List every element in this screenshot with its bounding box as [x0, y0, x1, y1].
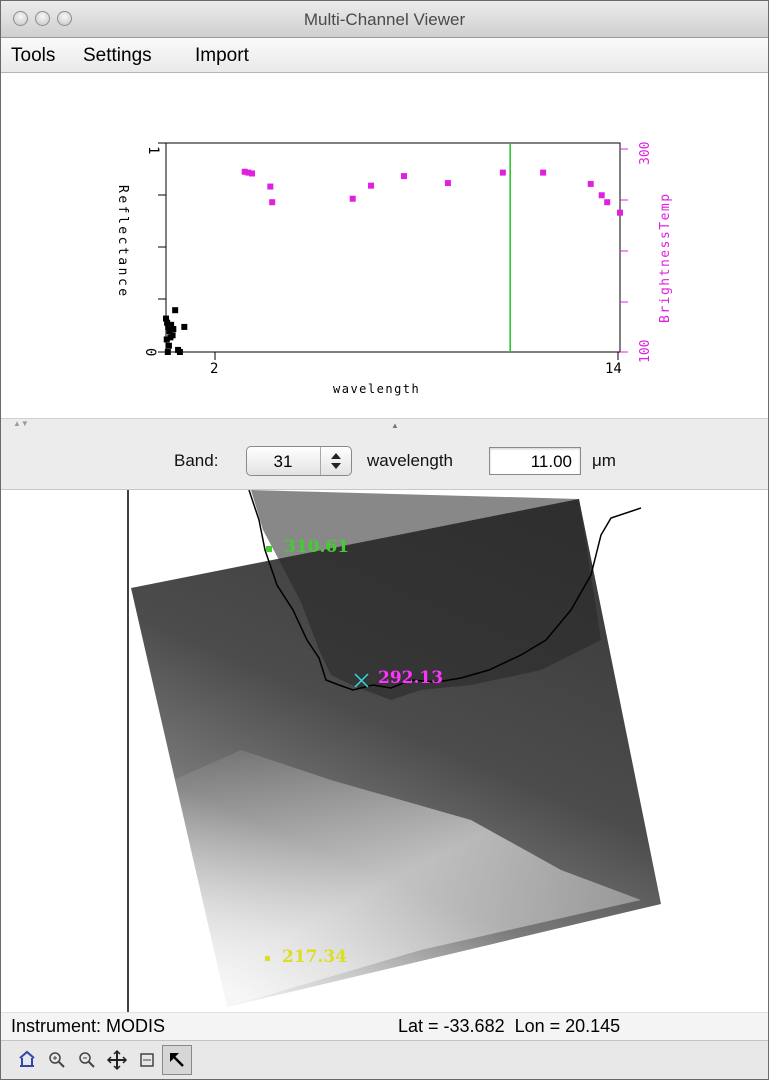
zoom-in-icon [49, 1052, 65, 1068]
brightness-temp-point [249, 170, 256, 177]
reflectance-point [163, 336, 170, 343]
brightness-temp-point [241, 168, 248, 175]
zoom-box-button[interactable] [132, 1045, 162, 1075]
probe-value-yellow: 217.34 [282, 947, 347, 967]
y-tick-label-bottom: 0 [142, 348, 158, 356]
reflectance-point [172, 307, 179, 314]
collapse-arrows-icon[interactable]: ▲▼ [13, 419, 29, 428]
title-bar: Multi-Channel Viewer [1, 1, 768, 38]
zoom-box-icon [140, 1053, 154, 1067]
brightness-temp-point [444, 180, 451, 187]
band-label: Band: [174, 451, 219, 470]
spectrum-plot-panel: 1 0 Reflectance 300 100 BrightnessTemp 2… [1, 73, 768, 418]
y2-axis-label: BrightnessTemp [658, 192, 673, 323]
brightness-temp-point [267, 183, 274, 190]
brightness-temp-point [540, 169, 547, 176]
reflectance-point [166, 328, 173, 335]
splitter-grip-icon[interactable]: ▲ [391, 421, 399, 430]
brightness-temp-point [587, 180, 594, 187]
cursor-x-icon[interactable] [354, 673, 369, 688]
map-toolbar [1, 1040, 768, 1079]
y2-tick-label-bottom: 100 [638, 340, 653, 363]
band-controls: Band: 31 wavelength 11.00 μm [1, 434, 768, 490]
reflectance-point [176, 349, 183, 355]
panel-splitter[interactable]: ▲▼ ▲ [1, 418, 768, 435]
reflectance-point [164, 319, 171, 326]
x-tick-label-2: 2 [210, 361, 218, 377]
pointer-icon [170, 1053, 184, 1067]
brightness-temp-point [269, 199, 276, 206]
brightness-temp-point [499, 169, 506, 176]
wavelength-label: wavelength [367, 451, 454, 470]
spectrum-chart[interactable]: 1 0 Reflectance 300 100 BrightnessTemp 2… [1, 73, 768, 418]
y-tick-label-top: 1 [145, 146, 161, 154]
wavelength-value: 11.00 [530, 452, 572, 471]
band-value: 31 [273, 452, 293, 471]
brightness-temp-point [604, 199, 611, 206]
coastline [248, 490, 642, 691]
reflectance-point [164, 349, 171, 355]
brightness-temp-point [349, 195, 356, 202]
zoom-in-button[interactable] [42, 1045, 72, 1075]
cloud-region [151, 750, 641, 1007]
brightness-temp-point [617, 209, 623, 216]
menu-bar: Tools Settings Import [1, 38, 768, 73]
x-axis-label: wavelength [333, 382, 420, 396]
instrument-label: Instrument: MODIS [11, 1016, 166, 1036]
spinner-arrows-icon[interactable] [320, 447, 351, 475]
reflectance-point [170, 326, 177, 333]
plot-frame [165, 142, 621, 353]
window-title: Multi-Channel Viewer [303, 10, 466, 29]
probe-marker-green[interactable] [266, 546, 272, 552]
map-panel[interactable]: 310.61 292.13 217.34 [1, 490, 768, 1012]
y2-tick-label-top: 300 [638, 142, 653, 165]
wavelength-input[interactable]: 11.00 [489, 447, 581, 475]
satellite-image-view[interactable]: 310.61 292.13 217.34 [1, 490, 768, 1012]
band-spinner[interactable]: 31 [246, 446, 352, 476]
land-region [251, 490, 601, 700]
minimize-window-button[interactable] [35, 11, 50, 26]
zoom-out-icon [79, 1052, 95, 1068]
reflectance-point [163, 315, 169, 322]
latlon-readout: Lat = -33.682 Lon = 20.145 [398, 1016, 621, 1036]
reflectance-point [167, 334, 174, 341]
reflectance-point [181, 323, 188, 330]
reflectance-point [168, 321, 175, 328]
home-icon [19, 1050, 35, 1067]
probe-marker-yellow[interactable] [265, 956, 270, 961]
brightness-temp-point [598, 192, 605, 199]
probe-value-green: 310.61 [284, 537, 349, 557]
pan-icon [106, 1049, 128, 1071]
zoom-out-button[interactable] [72, 1045, 102, 1075]
menu-import[interactable]: Import [195, 45, 249, 66]
menu-tools[interactable]: Tools [11, 45, 56, 66]
y-axis-label: Reflectance [115, 185, 130, 299]
home-button[interactable] [12, 1045, 42, 1075]
pointer-button[interactable] [162, 1045, 192, 1075]
brightness-temp-point [368, 182, 375, 189]
probe-value-magenta: 292.13 [378, 668, 443, 688]
zoom-window-button[interactable] [57, 11, 72, 26]
menu-settings[interactable]: Settings [83, 45, 152, 66]
pan-button[interactable] [102, 1045, 132, 1075]
status-bar: Instrument: MODIS Lat = -33.682 Lon = 20… [1, 1012, 768, 1041]
close-window-button[interactable] [13, 11, 28, 26]
wavelength-unit: μm [592, 451, 616, 470]
brightness-temp-point [245, 169, 252, 176]
brightness-temp-point [400, 173, 407, 180]
x-tick-label-14: 14 [605, 361, 622, 377]
reflectance-point [165, 342, 172, 349]
